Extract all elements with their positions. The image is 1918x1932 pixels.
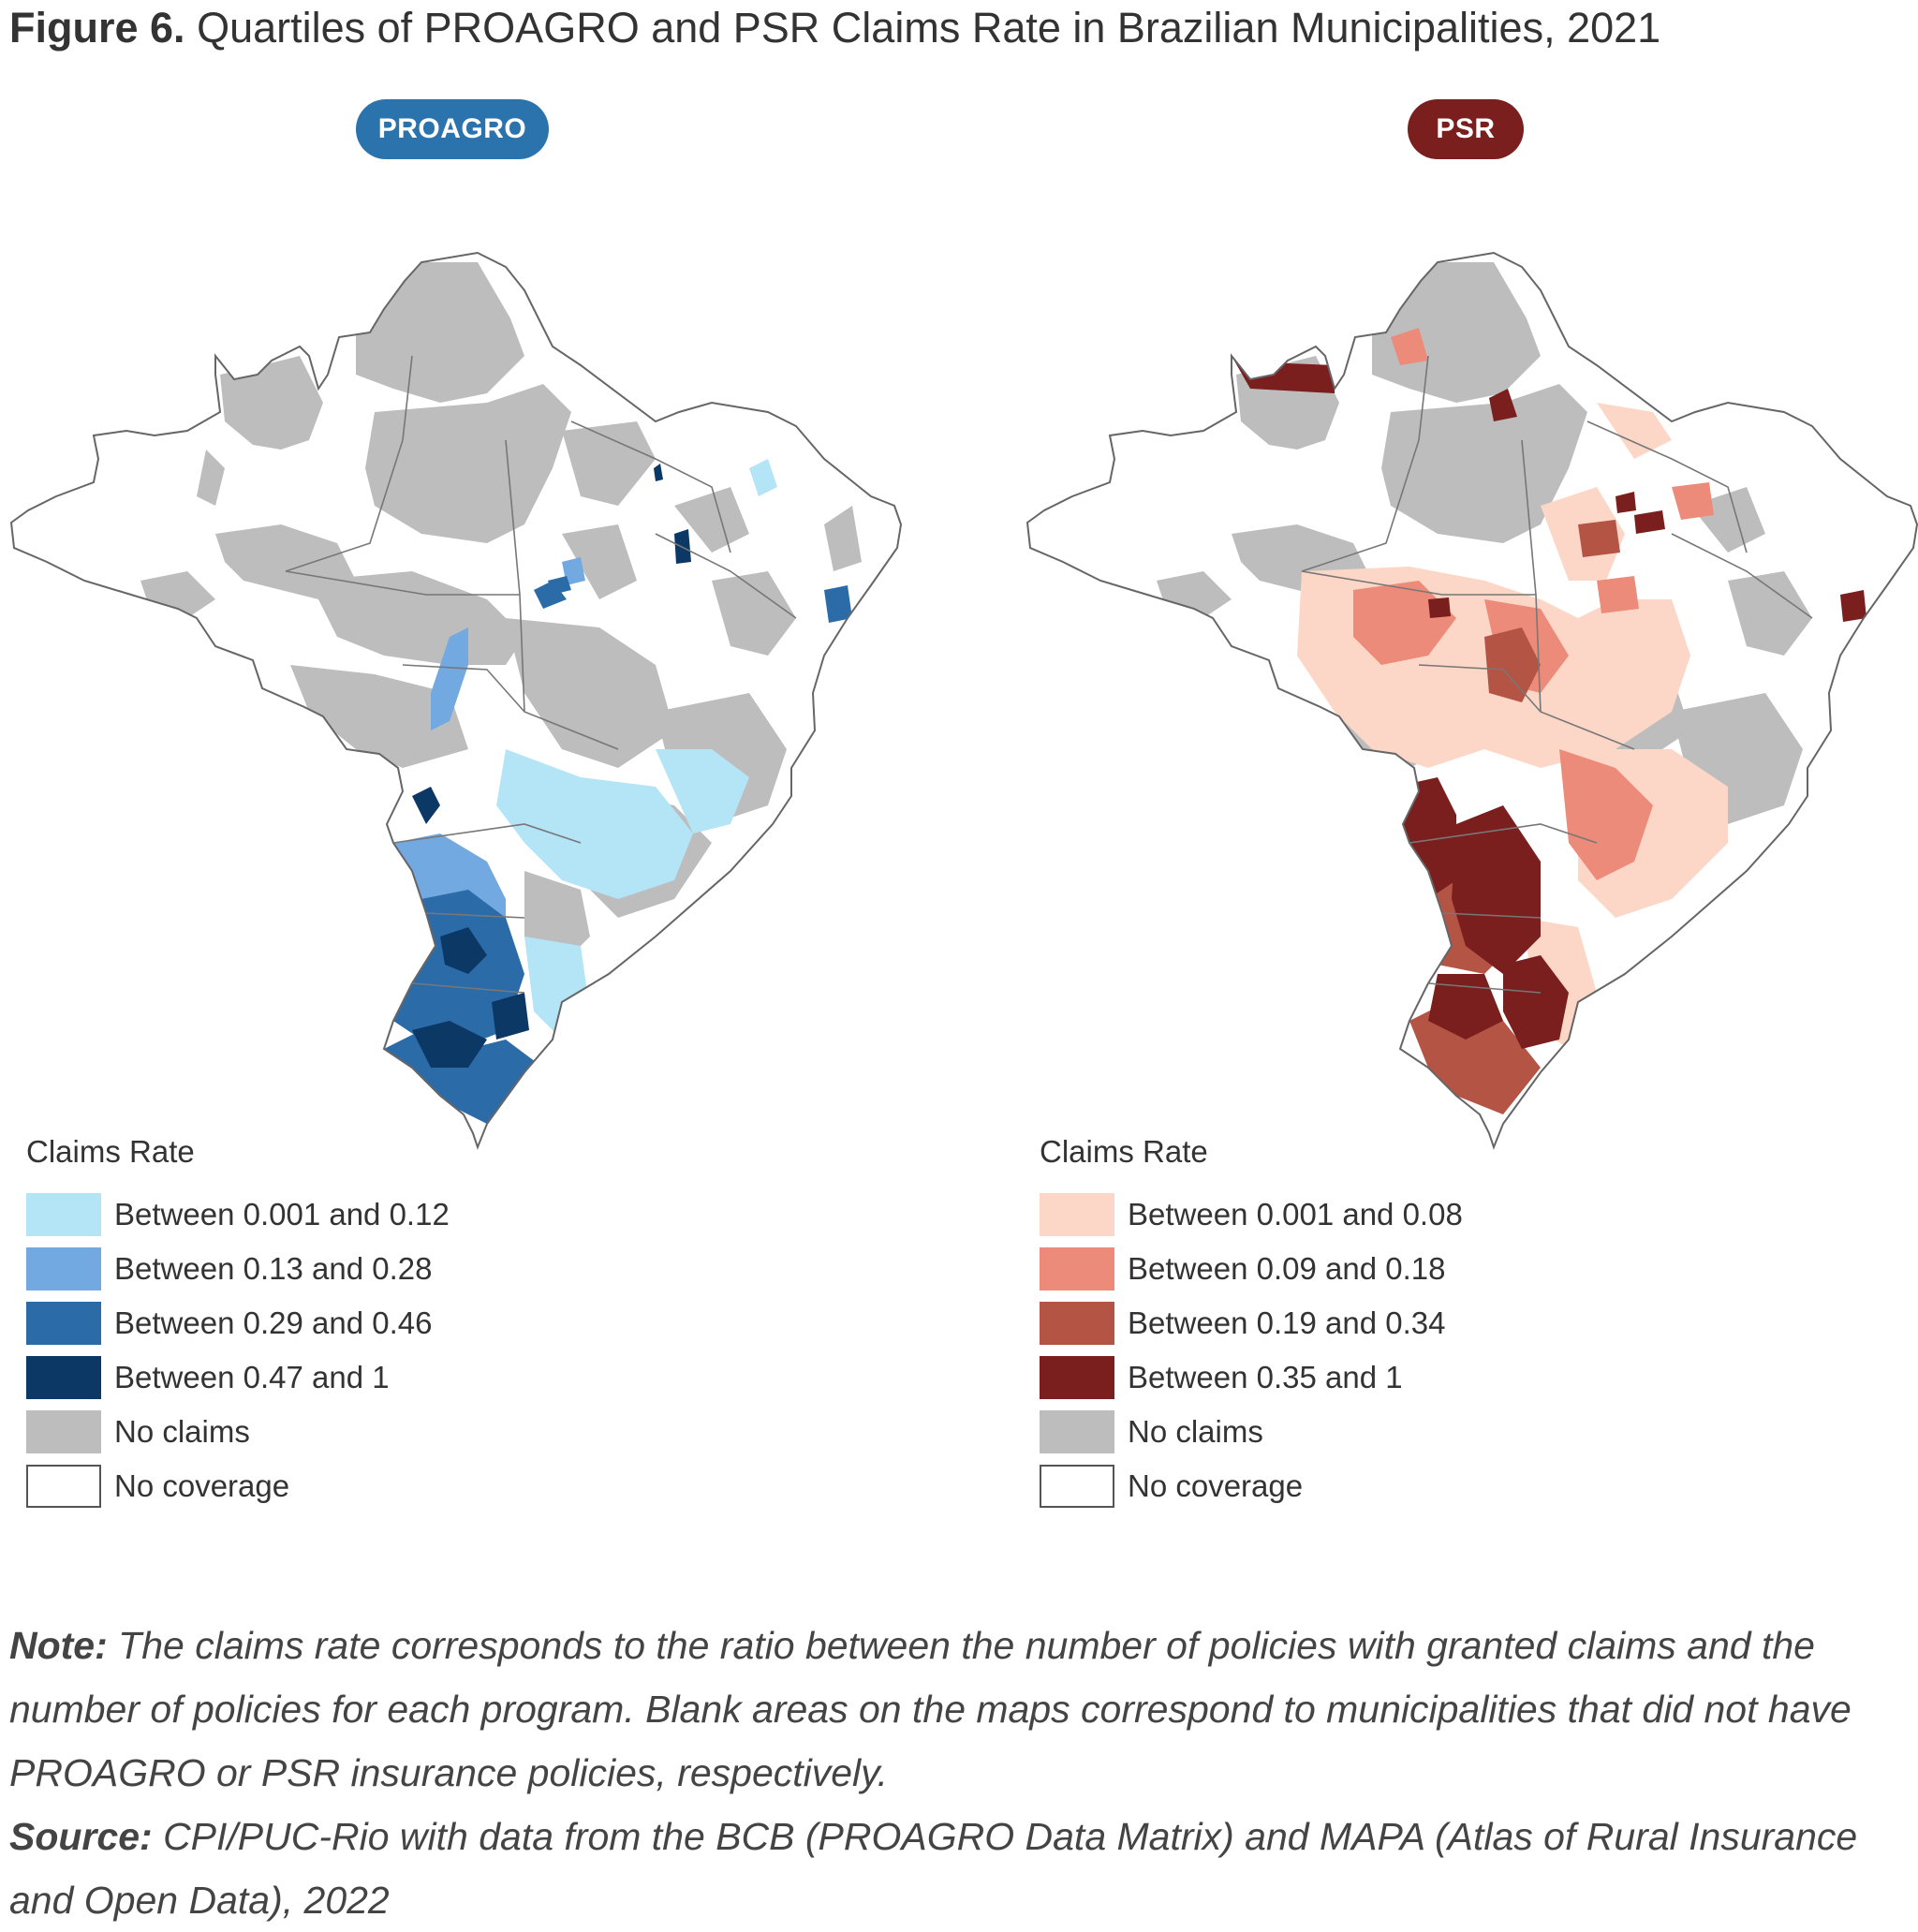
legend-item: No coverage <box>26 1459 588 1513</box>
legend-label: Between 0.29 and 0.46 <box>114 1305 433 1340</box>
legend-label: No coverage <box>1128 1468 1304 1503</box>
legend-label: Between 0.35 and 1 <box>1128 1360 1403 1394</box>
legend-swatch <box>26 1410 101 1453</box>
note-label: Note: <box>9 1624 108 1667</box>
legend-swatch <box>26 1465 101 1508</box>
legend-swatch <box>1040 1356 1114 1399</box>
legend-label: Between 0.47 and 1 <box>114 1360 390 1394</box>
note-paragraph: Note: The claims rate corresponds to the… <box>9 1614 1901 1805</box>
legend-swatch <box>26 1356 101 1399</box>
legend-swatch <box>1040 1410 1114 1453</box>
source-text: CPI/PUC-Rio with data from the BCB (PROA… <box>9 1815 1858 1922</box>
legend-swatch <box>1040 1193 1114 1236</box>
legend-swatch <box>1040 1465 1114 1508</box>
legend-title: Claims Rate <box>1040 1134 1208 1169</box>
legend-label: No claims <box>1128 1414 1263 1449</box>
legend-label: Between 0.19 and 0.34 <box>1128 1305 1446 1340</box>
proagro-map-label: PROAGRO <box>356 99 549 159</box>
legend-item: Between 0.47 and 1 <box>26 1350 588 1405</box>
legend-label: Between 0.13 and 0.28 <box>114 1251 433 1286</box>
legend-item: Between 0.001 and 0.12 <box>26 1187 588 1242</box>
figure-notes: Note: The claims rate corresponds to the… <box>9 1614 1901 1932</box>
legend-label: Between 0.001 and 0.08 <box>1128 1197 1463 1231</box>
legend-item: Between 0.35 and 1 <box>1040 1350 1601 1405</box>
note-text: The claims rate corresponds to the ratio… <box>9 1624 1852 1794</box>
source-paragraph: Source: CPI/PUC-Rio with data from the B… <box>9 1805 1901 1932</box>
proagro-legend: Claims Rate Between 0.001 and 0.12 Betwe… <box>26 1131 588 1513</box>
legend-item: No coverage <box>1040 1459 1601 1513</box>
legend-title: Claims Rate <box>26 1134 195 1169</box>
legend-label: No coverage <box>114 1468 290 1503</box>
legend-label: Between 0.09 and 0.18 <box>1128 1251 1446 1286</box>
legend-item: Between 0.13 and 0.28 <box>26 1242 588 1296</box>
legend-swatch <box>26 1247 101 1290</box>
legend-label: Between 0.001 and 0.12 <box>114 1197 450 1231</box>
legend-swatch <box>26 1193 101 1236</box>
legend-swatch <box>26 1302 101 1345</box>
figure-title-text: Quartiles of PROAGRO and PSR Claims Rate… <box>197 4 1661 52</box>
legend-swatch <box>1040 1302 1114 1345</box>
psr-map <box>1025 251 1918 1150</box>
legend-label: No claims <box>114 1414 250 1449</box>
legend-item: Between 0.001 and 0.08 <box>1040 1187 1601 1242</box>
legend-swatch <box>1040 1247 1114 1290</box>
psr-legend: Claims Rate Between 0.001 and 0.08 Betwe… <box>1040 1131 1601 1513</box>
legend-item: Between 0.19 and 0.34 <box>1040 1296 1601 1350</box>
legend-item: Between 0.09 and 0.18 <box>1040 1242 1601 1296</box>
legend-item: No claims <box>1040 1405 1601 1459</box>
legend-item: Between 0.29 and 0.46 <box>26 1296 588 1350</box>
psr-map-label: PSR <box>1408 99 1524 159</box>
figure-label: Figure 6. <box>9 4 185 52</box>
proagro-map <box>9 251 903 1150</box>
legend-item: No claims <box>26 1405 588 1459</box>
source-label: Source: <box>9 1815 153 1858</box>
figure-title: Figure 6. Quartiles of PROAGRO and PSR C… <box>9 2 1660 54</box>
